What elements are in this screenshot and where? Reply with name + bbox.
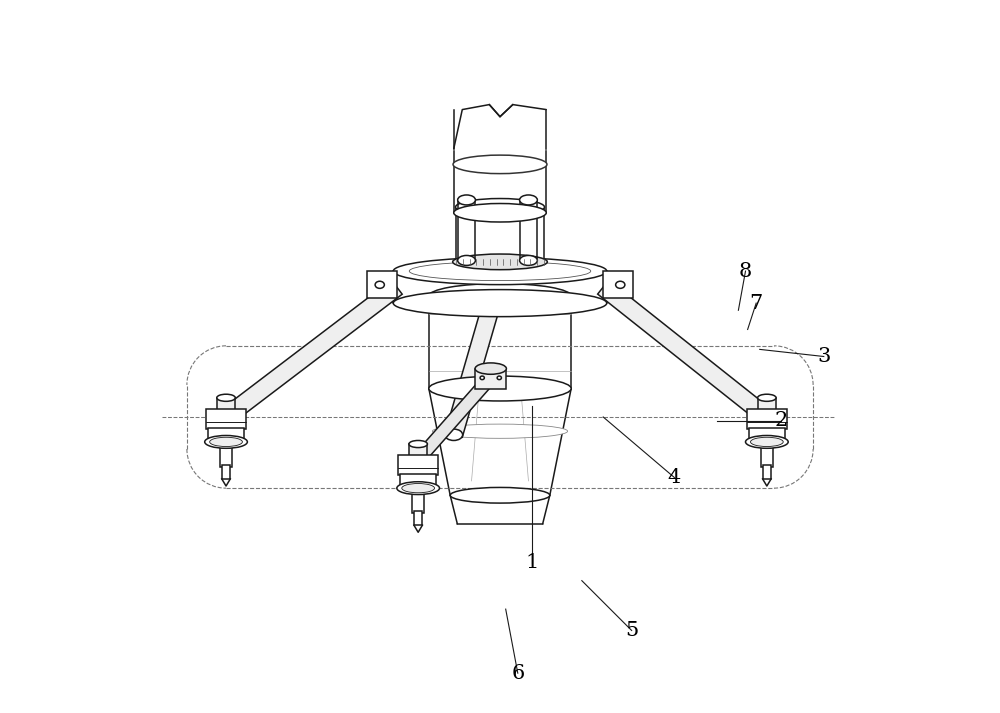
Ellipse shape [456,266,544,283]
Bar [747,409,787,429]
Bar [208,428,244,442]
Ellipse shape [480,376,484,379]
Bar [222,465,230,479]
Ellipse shape [453,155,547,174]
Ellipse shape [453,254,547,270]
Bar [206,409,246,429]
Text: 5: 5 [625,621,638,640]
Ellipse shape [746,436,788,448]
Bar [367,271,397,298]
Bar [217,398,235,414]
Ellipse shape [750,437,783,446]
Ellipse shape [458,195,475,205]
Bar [400,474,436,488]
Ellipse shape [409,441,427,448]
Text: 4: 4 [668,468,681,487]
Ellipse shape [456,198,544,215]
Text: 7: 7 [750,294,763,312]
Text: 2: 2 [774,411,788,430]
Ellipse shape [445,429,463,441]
Ellipse shape [454,203,546,222]
Bar [603,271,633,298]
Bar [409,444,427,460]
Ellipse shape [393,289,607,317]
Ellipse shape [616,281,625,288]
Ellipse shape [475,363,506,374]
Ellipse shape [429,284,571,309]
Ellipse shape [217,411,235,423]
Ellipse shape [520,195,537,205]
Bar [758,398,776,414]
Ellipse shape [397,482,440,495]
Polygon shape [221,280,402,424]
Ellipse shape [458,255,475,265]
Text: 6: 6 [511,664,524,682]
Ellipse shape [520,255,537,265]
Ellipse shape [375,281,384,288]
Bar [412,486,424,513]
Ellipse shape [210,437,242,446]
Ellipse shape [409,262,591,281]
Polygon shape [598,280,772,424]
Polygon shape [445,297,501,437]
Ellipse shape [450,488,550,503]
Polygon shape [447,106,553,149]
Text: 3: 3 [817,347,830,366]
Bar [220,440,232,467]
Ellipse shape [217,394,235,401]
Bar [763,465,771,479]
Bar [398,456,438,476]
Text: 1: 1 [525,553,539,573]
Ellipse shape [429,376,571,401]
Ellipse shape [402,483,435,493]
Bar [749,428,785,442]
Ellipse shape [497,376,501,379]
Bar [414,511,422,525]
Ellipse shape [432,424,568,438]
Text: 8: 8 [739,262,752,281]
Ellipse shape [393,257,607,284]
Bar [761,440,773,467]
Ellipse shape [758,411,776,423]
Bar [475,369,506,389]
Polygon shape [413,377,492,464]
Ellipse shape [205,436,247,448]
Ellipse shape [758,394,776,401]
